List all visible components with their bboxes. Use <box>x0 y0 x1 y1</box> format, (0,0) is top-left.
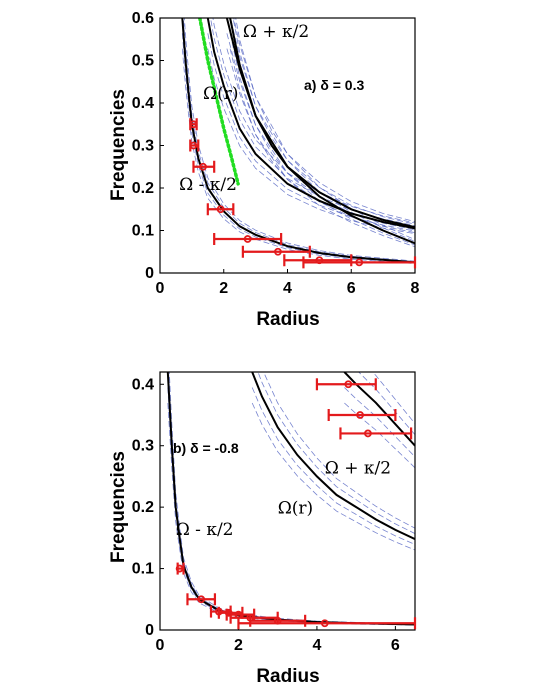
panel-b-ensemble-curve <box>344 387 415 458</box>
panel-a-ylabel: Frequencies <box>108 89 129 201</box>
panel-a-ytick-label: 0 <box>145 265 154 282</box>
panel-a-data-point <box>189 118 198 131</box>
panel-a-ensemble-curve <box>229 33 415 246</box>
panel-a-ytick-label: 0.2 <box>132 180 154 197</box>
panel-b-model-curve <box>343 372 415 447</box>
panel-a-ensemble-curve <box>181 33 415 264</box>
panel-b-xtick-label: 6 <box>391 637 400 654</box>
panel-a-data-point <box>189 139 200 152</box>
panel-b-data-point <box>315 378 377 391</box>
panel-a-xtick-label: 6 <box>347 280 356 297</box>
panel-b-ensemble-curve <box>257 372 415 534</box>
panel-a-ensemble-curve <box>235 18 415 241</box>
panel-a-data-point <box>302 256 417 269</box>
panel-a-ytick-label: 0.3 <box>132 138 154 155</box>
panel-b-plot-area: 0 2 4 6 0 0.1 0.2 0.3 0.4 <box>132 371 417 654</box>
panel-b-ensemble-curve <box>372 372 415 424</box>
panel-b-ensemble-curve <box>263 372 415 529</box>
panel-b-ytick-label: 0.2 <box>132 499 154 516</box>
panel-b-ensemble-curve <box>358 372 415 435</box>
panel-a-xtick-label: 4 <box>283 280 292 297</box>
panel-b-ytick-label: 0.1 <box>132 561 154 578</box>
panel-a-ensemble-curve <box>210 18 415 227</box>
panel-b-ytick-label: 0.4 <box>132 376 154 393</box>
panel-a-data-point <box>241 245 311 258</box>
panel-a-ensemble-curve <box>183 18 415 262</box>
panel-b-xtick-label: 4 <box>312 637 321 654</box>
panel-a-xtick-label: 2 <box>219 280 228 297</box>
panel-b-data-point <box>237 617 417 630</box>
panel-a-annotation-omega-plus: Ω + κ/2 <box>243 22 309 42</box>
panel-b-annotation-omega: Ω(r) <box>278 498 314 518</box>
panel-a-ytick-label: 0.1 <box>132 223 154 240</box>
panel-a: 0 2 4 6 8 0 0.1 0.2 0.3 0.4 0.5 0.6 a) δ = 0.3 Freq… <box>108 10 420 330</box>
panel-b-data-point <box>327 409 397 421</box>
panel-a-annotation-omega-minus: Ω - κ/2 <box>179 175 237 195</box>
panel-a-label: a) δ = 0.3 <box>304 77 364 93</box>
panel-a-data-point <box>213 233 283 245</box>
panel-b-xtick-label: 0 <box>156 637 165 654</box>
panel-a-ensemble-curve <box>212 18 415 224</box>
panel-b-annotation-omega-plus: Ω + κ/2 <box>325 458 391 478</box>
panel-b-data-point <box>339 427 413 440</box>
panel-a-model-curve <box>229 18 415 245</box>
panel-a-ytick-label: 0.6 <box>132 10 154 27</box>
panel-a-model-curve <box>206 18 415 230</box>
panel-a-ytick-label: 0.5 <box>132 53 154 70</box>
panel-b-ytick-label: 0.3 <box>132 438 154 455</box>
panel-b-label: b) δ = -0.8 <box>173 440 239 456</box>
panel-b-ensemble-curve <box>251 387 415 545</box>
panel-a-xtick-label: 0 <box>156 280 165 297</box>
panel-a-ensemble-curve <box>226 48 415 233</box>
panel-a-annotation-omega: Ω(r) <box>203 84 239 104</box>
panel-b-ensemble-curve <box>168 372 415 625</box>
panel-a-data-point <box>283 254 353 267</box>
panel-b-data-point <box>186 593 217 606</box>
panel-b-annotation-omega-minus: Ω - κ/2 <box>176 520 234 540</box>
panel-a-ensemble-curve <box>233 18 415 222</box>
panel-a-model-curve <box>225 18 415 229</box>
panel-a-plot-area: 0 2 4 6 8 0 0.1 0.2 0.3 0.4 0.5 0.6 <box>132 10 420 297</box>
panel-a-model-curve <box>181 18 415 264</box>
panel-b-xlabel: Radius <box>256 666 319 687</box>
panel-a-data-point <box>192 160 216 173</box>
panel-b-ensemble-curve <box>251 402 415 551</box>
panel-a-ensemble-curve <box>207 48 415 235</box>
panel-a-data-point <box>206 203 235 216</box>
panel-b-ylabel: Frequencies <box>108 451 129 563</box>
panel-b-xtick-label: 2 <box>234 637 243 654</box>
panel-b-data-point <box>175 562 185 575</box>
panel-a-ytick-label: 0.4 <box>132 95 154 112</box>
panel-a-ensemble-curve <box>181 48 415 264</box>
panel-a-xlabel: Radius <box>256 309 319 330</box>
panel-b: 0 2 4 6 0 0.1 0.2 0.3 0.4 b) δ = -0.8 Frequencie… <box>108 371 417 687</box>
panel-b-axes-box <box>159 371 416 631</box>
panel-a-xtick-label: 8 <box>411 280 420 297</box>
panel-a-ensemble-curve <box>230 18 415 225</box>
panel-a-ensemble-curve <box>207 33 415 232</box>
panel-b-ensemble-curve <box>168 372 415 625</box>
panel-b-ensemble-curve <box>344 402 415 469</box>
panel-a-dotted-curve <box>198 18 240 186</box>
panel-b-ytick-label: 0 <box>145 622 154 639</box>
panel-b-model-curve <box>251 372 415 541</box>
